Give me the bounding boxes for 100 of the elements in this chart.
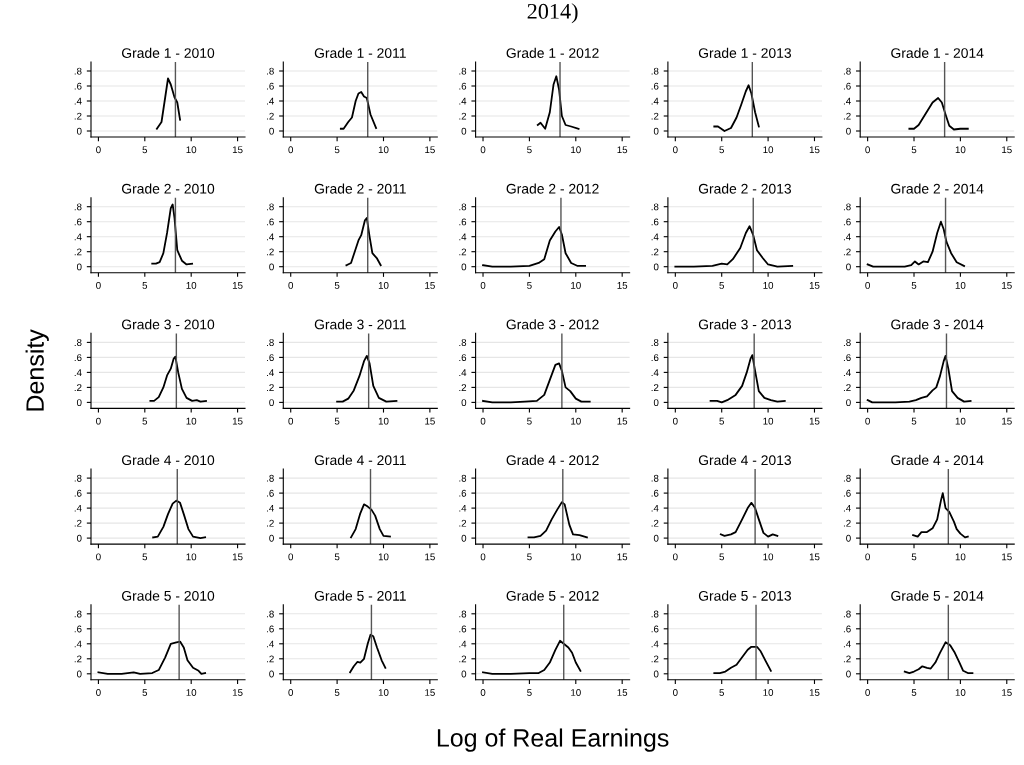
x-tick-label: 10 — [186, 689, 197, 696]
x-tick-label: 0 — [288, 417, 294, 425]
x-tick-label: 0 — [480, 146, 486, 154]
x-tick-label: 5 — [719, 417, 724, 425]
x-tick-label: 0 — [673, 417, 678, 425]
y-tick-label: .8 — [74, 610, 82, 618]
chart-title: Grade 5 - 2011 — [314, 590, 406, 601]
chart-title: Grade 5 - 2013 — [698, 590, 792, 601]
y-tick-label: .4 — [843, 640, 851, 648]
y-tick-label: .6 — [74, 625, 82, 633]
y-tick-label: .4 — [267, 97, 274, 105]
x-tick-label: 15 — [617, 417, 628, 425]
chart-title: Grade 2 - 2011 — [314, 183, 406, 194]
x-tick-label: 15 — [425, 146, 435, 154]
y-tick-label: .4 — [651, 97, 659, 105]
y-tick-label: .8 — [459, 474, 467, 482]
y-tick-label: 0 — [76, 670, 82, 678]
x-tick-label: 15 — [232, 282, 243, 289]
chart-title: Grade 2 - 2013 — [698, 183, 792, 194]
x-tick-label: 15 — [425, 689, 435, 696]
x-tick-label: 15 — [809, 282, 820, 289]
y-tick-label: .6 — [843, 354, 851, 362]
y-tick-label: .6 — [267, 218, 274, 226]
x-tick-label: 10 — [763, 417, 774, 425]
y-tick-label: .2 — [74, 655, 82, 663]
chart-title: Grade 4 - 2014 — [891, 454, 984, 466]
x-tick-label: 10 — [186, 553, 197, 561]
y-tick-label: 0 — [653, 263, 659, 271]
y-tick-label: .6 — [843, 625, 851, 633]
y-tick-label: .8 — [459, 610, 467, 618]
y-tick-label: .4 — [74, 97, 82, 105]
line-series — [152, 499, 207, 540]
x-tick-label: 5 — [142, 146, 148, 154]
line-series — [709, 354, 786, 404]
x-tick-label: 10 — [186, 417, 197, 425]
chart-title: Grade 3 - 2014 — [891, 319, 984, 330]
y-tick-label: .4 — [267, 233, 274, 241]
y-tick-label: .6 — [459, 82, 467, 90]
y-tick-label: .8 — [843, 203, 851, 211]
x-tick-label: 5 — [527, 553, 532, 561]
line-series — [336, 354, 398, 403]
x-tick-label: 5 — [911, 146, 917, 154]
y-tick-label: .2 — [651, 112, 659, 120]
x-tick-label: 10 — [378, 553, 389, 561]
chart-title: Grade 1 - 2012 — [506, 47, 599, 58]
x-tick-label: 5 — [142, 553, 148, 561]
x-tick-label: 0 — [865, 417, 870, 425]
y-tick-label: .2 — [459, 112, 467, 120]
x-tick-label: 10 — [186, 281, 197, 289]
x-tick-label: 10 — [378, 417, 389, 425]
y-tick-label: .2 — [651, 248, 659, 256]
line-series — [536, 75, 580, 130]
x-tick-label: 0 — [96, 689, 101, 696]
x-tick-label: 15 — [809, 553, 820, 561]
y-tick-label: .8 — [459, 339, 467, 347]
y-tick-label: .2 — [459, 248, 467, 256]
y-tick-label: .4 — [843, 504, 851, 512]
y-tick-label: .8 — [267, 203, 274, 211]
y-tick-label: .4 — [459, 97, 467, 105]
line-series — [482, 639, 582, 675]
y-tick-label: 0 — [461, 263, 467, 271]
x-tick-label: 5 — [142, 282, 148, 289]
line-series — [482, 362, 591, 404]
y-tick-label: .6 — [267, 354, 274, 362]
chart-title: Grade 4 - 2013 — [698, 454, 792, 466]
y-tick-label: .8 — [267, 610, 274, 618]
y-tick-label: .6 — [74, 218, 82, 226]
x-tick-label: 5 — [719, 146, 724, 154]
x-tick-label: 10 — [955, 146, 966, 154]
y-tick-label: .6 — [74, 354, 82, 362]
x-tick-label: 15 — [1002, 282, 1012, 289]
y-tick-label: 0 — [461, 127, 467, 135]
y-tick-label: 0 — [461, 399, 467, 407]
line-series — [151, 203, 194, 266]
x-tick-label: 15 — [617, 146, 628, 154]
x-tick-label: 5 — [911, 282, 917, 289]
chart-title: Grade 1 - 2011 — [314, 47, 406, 58]
x-tick-label: 0 — [96, 553, 101, 561]
x-tick-label: 0 — [96, 146, 101, 154]
y-tick-label: .6 — [459, 354, 467, 362]
y-tick-label: .2 — [459, 384, 467, 391]
y-tick-label: .6 — [459, 489, 467, 497]
y-tick-label: .2 — [651, 655, 659, 663]
x-tick-label: 15 — [232, 146, 243, 154]
y-tick-label: 0 — [76, 263, 82, 271]
y-tick-label: 0 — [461, 670, 467, 678]
x-tick-label: 0 — [288, 281, 294, 289]
y-tick-label: 0 — [76, 534, 82, 542]
x-tick-label: 5 — [142, 417, 148, 425]
x-tick-label: 10 — [186, 146, 197, 154]
x-tick-label: 0 — [673, 281, 678, 289]
y-tick-label: .8 — [459, 203, 467, 211]
x-tick-label: 15 — [809, 417, 820, 425]
x-tick-label: 0 — [96, 417, 101, 425]
text: 2014) — [527, 3, 578, 24]
x-tick-label: 0 — [673, 553, 678, 561]
y-tick-label: .2 — [843, 655, 851, 663]
x-tick-label: 5 — [719, 689, 724, 696]
x-tick-label: 0 — [673, 689, 678, 696]
x-tick-label: 0 — [288, 146, 294, 154]
